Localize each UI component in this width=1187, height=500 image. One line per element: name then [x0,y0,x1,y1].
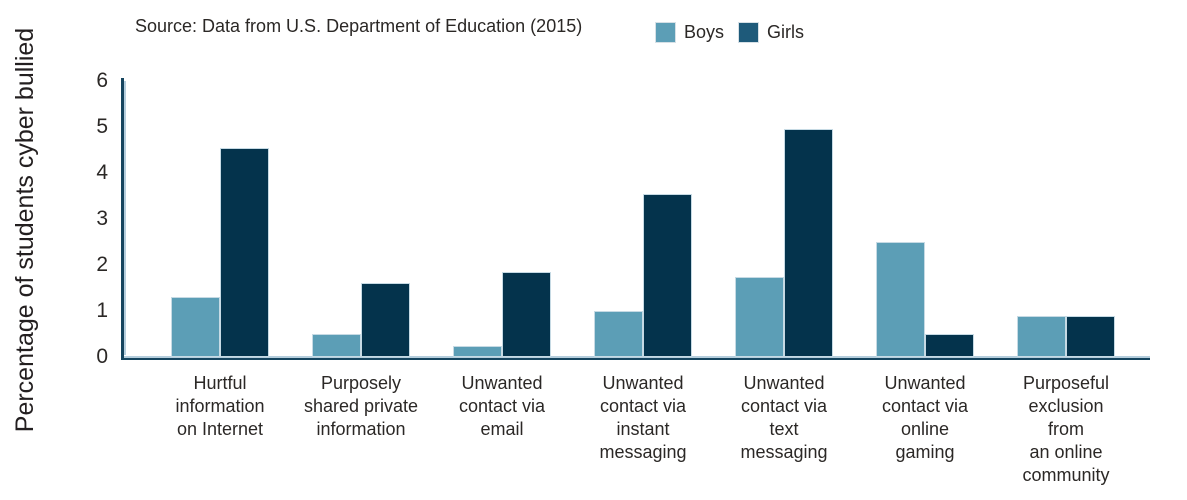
x-category-label-line: contact via [881,396,969,416]
x-category-label-line: contact via [458,396,546,416]
legend-label-boys: Boys [684,22,725,42]
y-tick-label-3: 3 [96,207,108,230]
x-category-label-line: information [175,396,265,416]
y-tick-label-0: 0 [96,345,108,368]
x-category-label-line: Unwanted [884,373,966,393]
x-category-label-line: gaming [895,442,955,462]
legend-swatch-boys [655,21,676,43]
bar-boys-0 [171,297,220,357]
x-category-label-line: contact via [599,396,687,416]
x-category-label-line: contact via [740,396,828,416]
x-category-label-2: Unwanted contact via email [427,372,577,441]
plot-area [123,81,1155,357]
x-category-label-line: messaging [740,442,828,462]
bar-girls-6 [1066,315,1115,357]
x-category-label-line: an online [1029,442,1103,462]
bar-boys-3 [594,311,643,357]
bar-girls-1 [361,283,410,357]
x-category-label-line: from [1048,419,1084,439]
x-category-label-line: community [1022,465,1110,485]
legend-swatch-girls [738,21,759,43]
legend-item-boys: Boys [655,20,724,44]
x-category-label-line: online [900,419,950,439]
bar-boys-1 [312,334,361,357]
bar-boys-6 [1017,315,1066,357]
bar-girls-0 [220,147,269,357]
bar-girls-2 [502,271,551,357]
x-category-label-line: Unwanted [743,373,825,393]
x-axis-line [121,357,1150,360]
bar-boys-4 [735,276,784,357]
source-text: Source: Data from U.S. Department of Edu… [135,16,583,36]
y-tick-label-1: 1 [96,299,108,322]
x-category-label-0: Hurtful information on Internet [145,372,295,441]
y-axis-highlight [123,81,126,355]
x-category-label-line: exclusion [1028,396,1104,416]
y-tick-label-6: 6 [96,69,108,92]
x-category-label-line: Unwanted [602,373,684,393]
bar-girls-4 [784,129,833,357]
x-category-label-line: shared private [303,396,419,416]
bar-girls-3 [643,193,692,357]
x-category-label-line: Hurtful [193,373,247,393]
x-category-label-4: Unwanted contact via text messaging [709,372,859,464]
x-category-label-line: email [480,419,524,439]
y-tick-label-2: 2 [96,253,108,276]
x-category-label-line: information [316,419,406,439]
x-category-label-1: Purposely shared private information [286,372,436,441]
bar-boys-5 [876,242,925,357]
legend-label-girls: Girls [767,22,804,42]
y-axis-line [121,78,124,360]
x-category-label-3: Unwanted contact via instant messaging [568,372,718,464]
bar-girls-5 [925,334,974,357]
x-category-label-line: Unwanted [461,373,543,393]
bar-boys-2 [453,345,502,357]
y-tick-label-4: 4 [96,161,108,184]
y-tick-label-5: 5 [96,115,108,138]
x-category-label-line: Purposeful [1022,373,1110,393]
x-category-label-line: Purposely [320,373,402,393]
x-category-label-6: Purposeful exclusion from an online communit… [991,372,1141,487]
x-category-label-line: on Internet [176,419,264,439]
legend-item-girls: Girls [738,20,804,44]
x-category-label-line: messaging [599,442,687,462]
x-category-label-5: Unwanted contact via online gaming [850,372,1000,464]
y-axis-title: Percentage of students cyber bullied [11,27,39,433]
x-category-label-line: text [769,419,799,439]
x-category-label-line: instant [616,419,670,439]
